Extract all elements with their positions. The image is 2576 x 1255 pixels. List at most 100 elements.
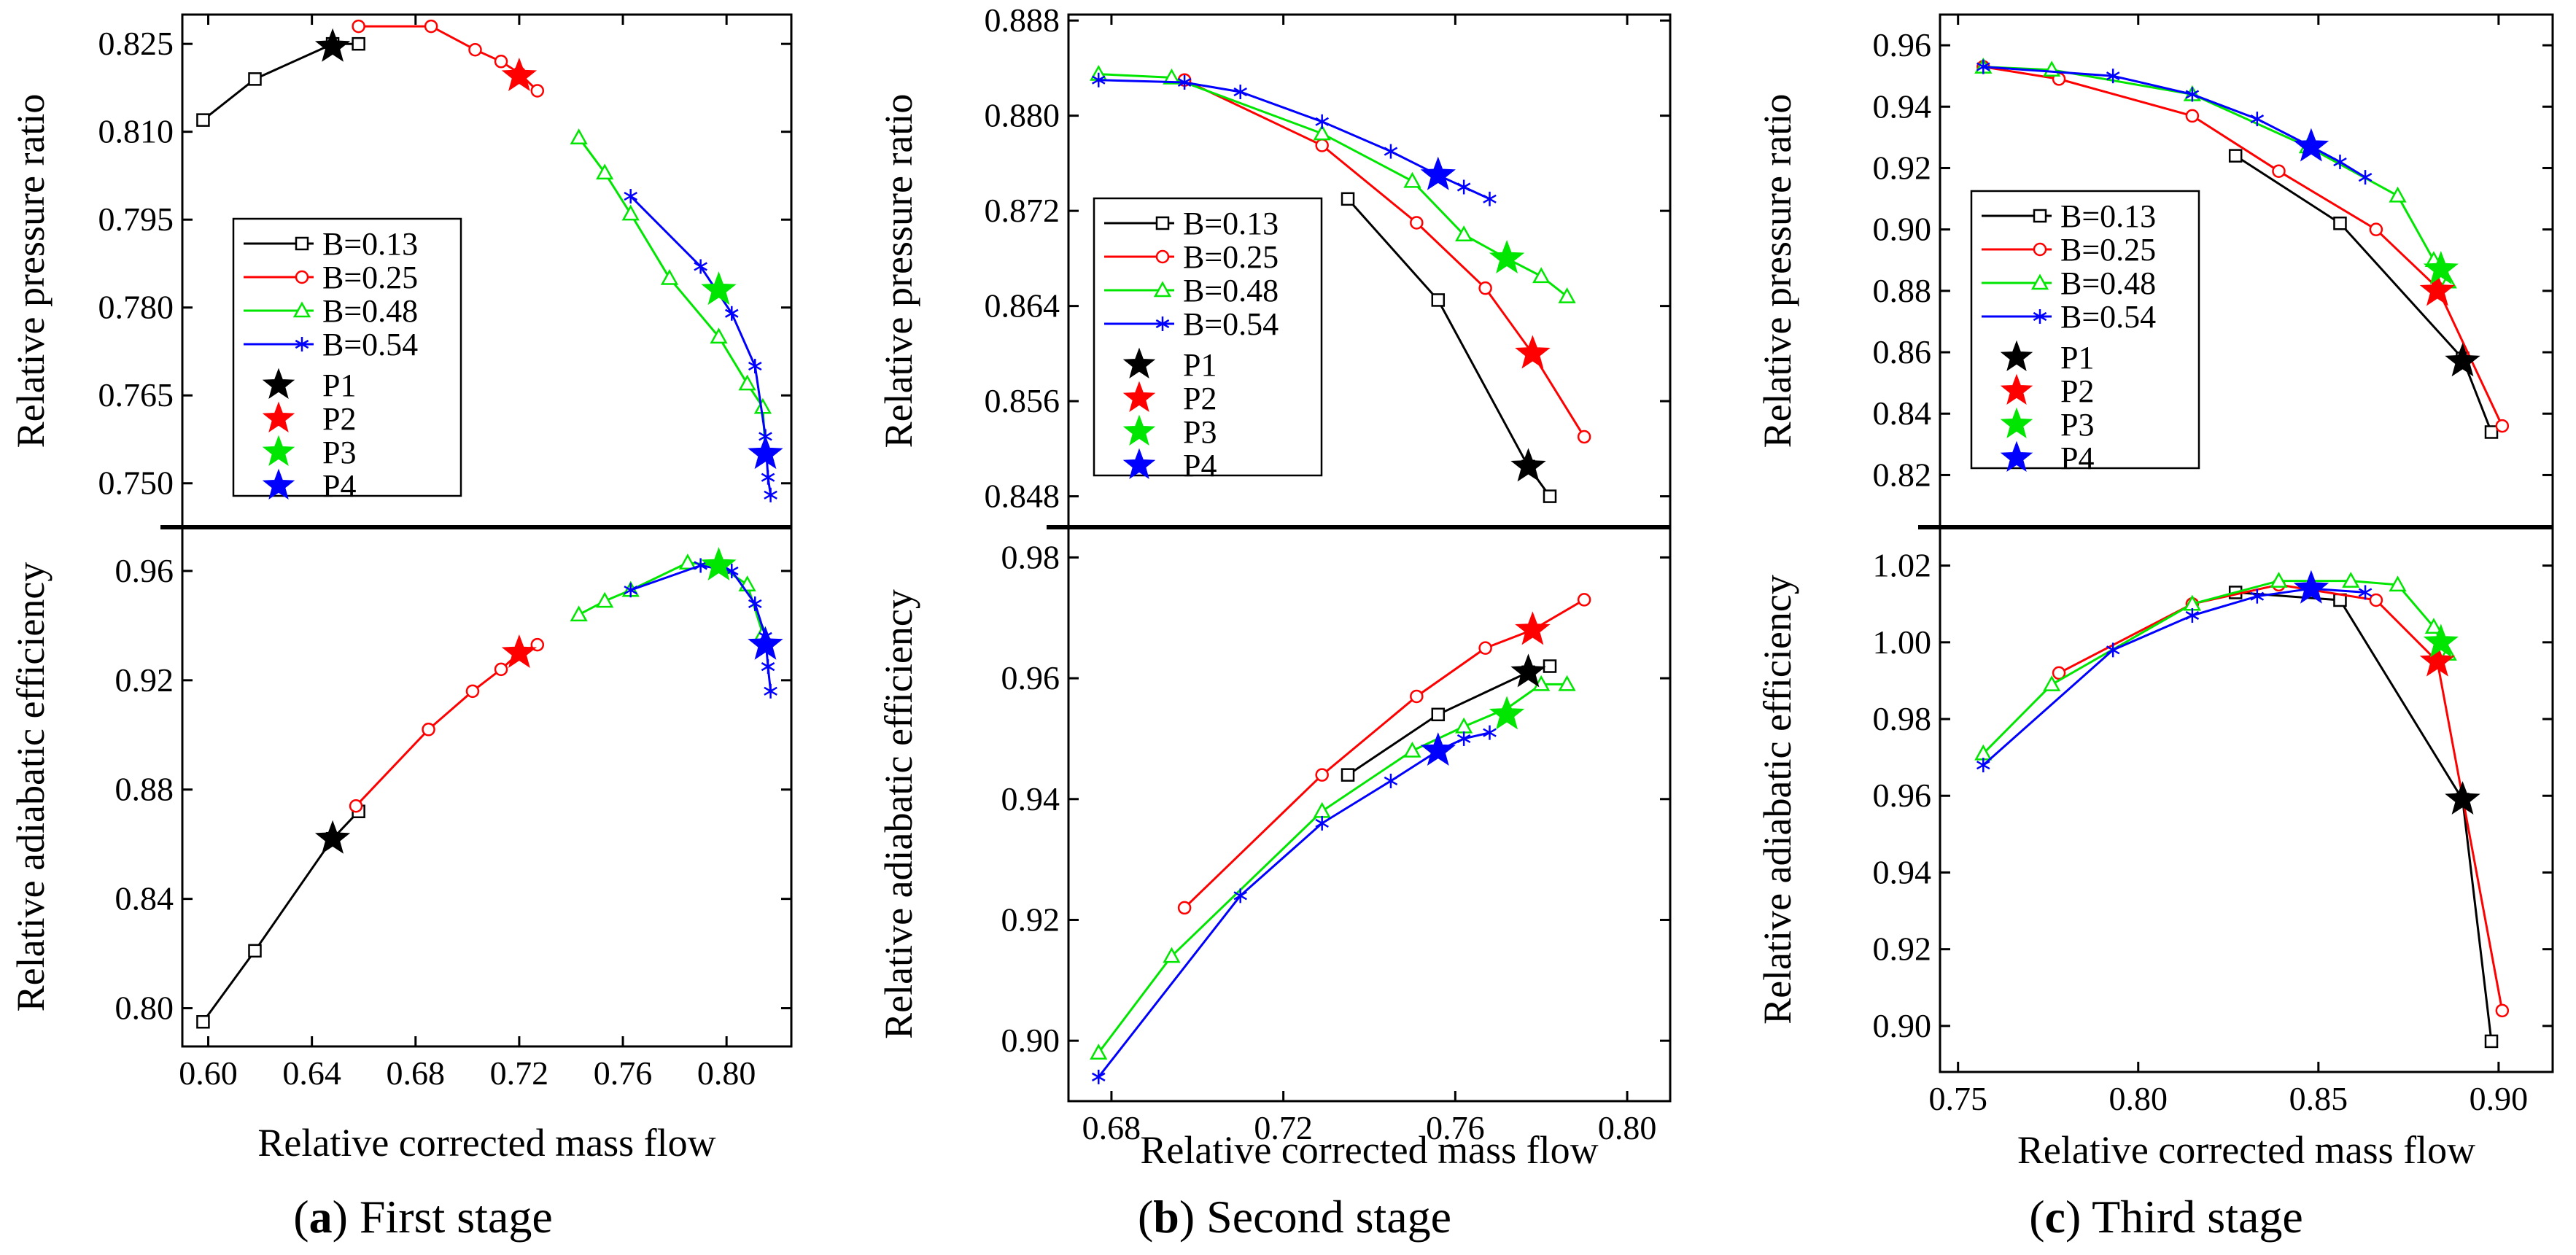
data-point [1313, 124, 1331, 141]
series-line [358, 25, 538, 92]
y-tick-label: 0.848 [985, 478, 1060, 515]
legend-label: P2 [1183, 381, 1217, 416]
legend-label: B=0.13 [2060, 198, 2156, 234]
data-point [352, 36, 365, 51]
legend-label: B=0.13 [1183, 206, 1279, 241]
operating-point-p1 [314, 820, 351, 854]
legend-label: B=0.48 [1183, 273, 1279, 308]
legend-marker [295, 270, 309, 284]
data-point [570, 605, 588, 622]
data-point [1577, 593, 1591, 607]
data-point [1384, 773, 1398, 788]
data-point [1456, 179, 1471, 195]
legend-label: P3 [1183, 414, 1217, 450]
data-point [1233, 85, 1247, 100]
data-area [1974, 57, 2510, 439]
data-point [1431, 293, 1446, 307]
y-axis-title: Relative adiabatic efficiency [1756, 575, 1799, 1025]
subplot-top: 0.848 0.856 0.864 0.872 0.880 0.888 Relative p… [877, 1, 1670, 515]
x-tick-label: 0.75 [1928, 1080, 1987, 1117]
legend-label: P4 [322, 468, 356, 504]
legend-marker [1155, 216, 1170, 230]
data-point [678, 553, 697, 570]
plot-frame [181, 13, 793, 1048]
y-tick-label: 1.02 [1873, 547, 1932, 584]
y-tick-label: 0.92 [1873, 149, 1932, 186]
subplot-bottom: 0.80 0.84 0.88 0.92 0.96 Relative adiabatic e… [9, 547, 791, 1029]
legend-star [2000, 340, 2033, 371]
operating-point-p4 [748, 435, 783, 470]
data-point [764, 487, 777, 502]
series-line [202, 810, 360, 1023]
series-line [1098, 731, 1490, 1078]
data-point [748, 359, 762, 374]
data-point [764, 683, 777, 699]
y-tick-label: 0.96 [1873, 26, 1932, 63]
legend-marker [1153, 281, 1172, 298]
y-tick-label: 0.86 [1873, 333, 1932, 370]
operating-point-p1 [1510, 448, 1546, 482]
data-point [1315, 114, 1329, 129]
data-point [1455, 717, 1473, 734]
data-point [2272, 164, 2286, 178]
series-line [1098, 73, 1568, 298]
data-point [1315, 815, 1329, 831]
data-point [1976, 758, 1990, 773]
data-point [1543, 659, 1557, 673]
y-tick-label: 0.92 [1873, 930, 1932, 968]
data-point [2358, 170, 2373, 185]
data-point [468, 42, 482, 57]
data-point [2106, 69, 2120, 84]
operating-point-p4 [1420, 156, 1456, 190]
series-line [629, 195, 772, 496]
data-point [761, 470, 775, 485]
data-point [753, 397, 772, 414]
y-tick-label: 0.864 [985, 287, 1060, 325]
data-point [1543, 489, 1557, 503]
data-point [2250, 112, 2265, 127]
operating-point-p3 [2423, 623, 2459, 658]
x-tick-label: 0.60 [179, 1054, 238, 1092]
legend-label: P1 [2060, 340, 2094, 376]
data-point [2185, 109, 2200, 123]
x-tick-label: 0.68 [1082, 1109, 1141, 1146]
legend-star [1122, 414, 1156, 446]
data-point [710, 327, 728, 344]
data-point [2106, 642, 2120, 658]
data-point [1091, 1069, 1106, 1084]
data-point [1313, 801, 1331, 818]
operating-point-p2 [501, 57, 538, 91]
legend-star [2000, 407, 2033, 438]
plot-frame [1939, 13, 2554, 1073]
data-point [1455, 225, 1473, 242]
data-point [2369, 593, 2383, 607]
operating-point-p3 [2423, 250, 2459, 284]
operating-point-p2 [1515, 335, 1551, 369]
x-tick-label: 0.90 [2470, 1080, 2529, 1117]
data-point [2484, 1034, 2499, 1049]
series-line [1184, 599, 1585, 909]
data-point [248, 72, 262, 86]
y-tick-label: 0.888 [985, 1, 1060, 39]
series-line [578, 136, 767, 454]
legend-star [262, 435, 295, 466]
y-tick-label: 0.90 [1873, 211, 1932, 248]
legend-star [2000, 440, 2033, 472]
series-line [2235, 155, 2493, 433]
y-tick-label: 0.856 [985, 382, 1060, 419]
legend-marker [295, 337, 309, 351]
y-tick-label: 1.00 [1873, 623, 1932, 661]
x-axis-title: Relative corrected mass flow [257, 1121, 715, 1165]
legend-star [1122, 448, 1156, 479]
data-point [596, 591, 614, 608]
panel-caption: (a) First stage [293, 1191, 553, 1243]
data-area [196, 19, 783, 502]
y-tick-label: 0.94 [1873, 853, 1932, 890]
data-point [494, 55, 508, 69]
y-tick-label: 0.92 [1001, 901, 1060, 938]
data-point [1163, 947, 1181, 963]
data-point [1456, 731, 1471, 746]
data-point [1577, 430, 1591, 444]
operating-point-p2 [1515, 611, 1551, 645]
